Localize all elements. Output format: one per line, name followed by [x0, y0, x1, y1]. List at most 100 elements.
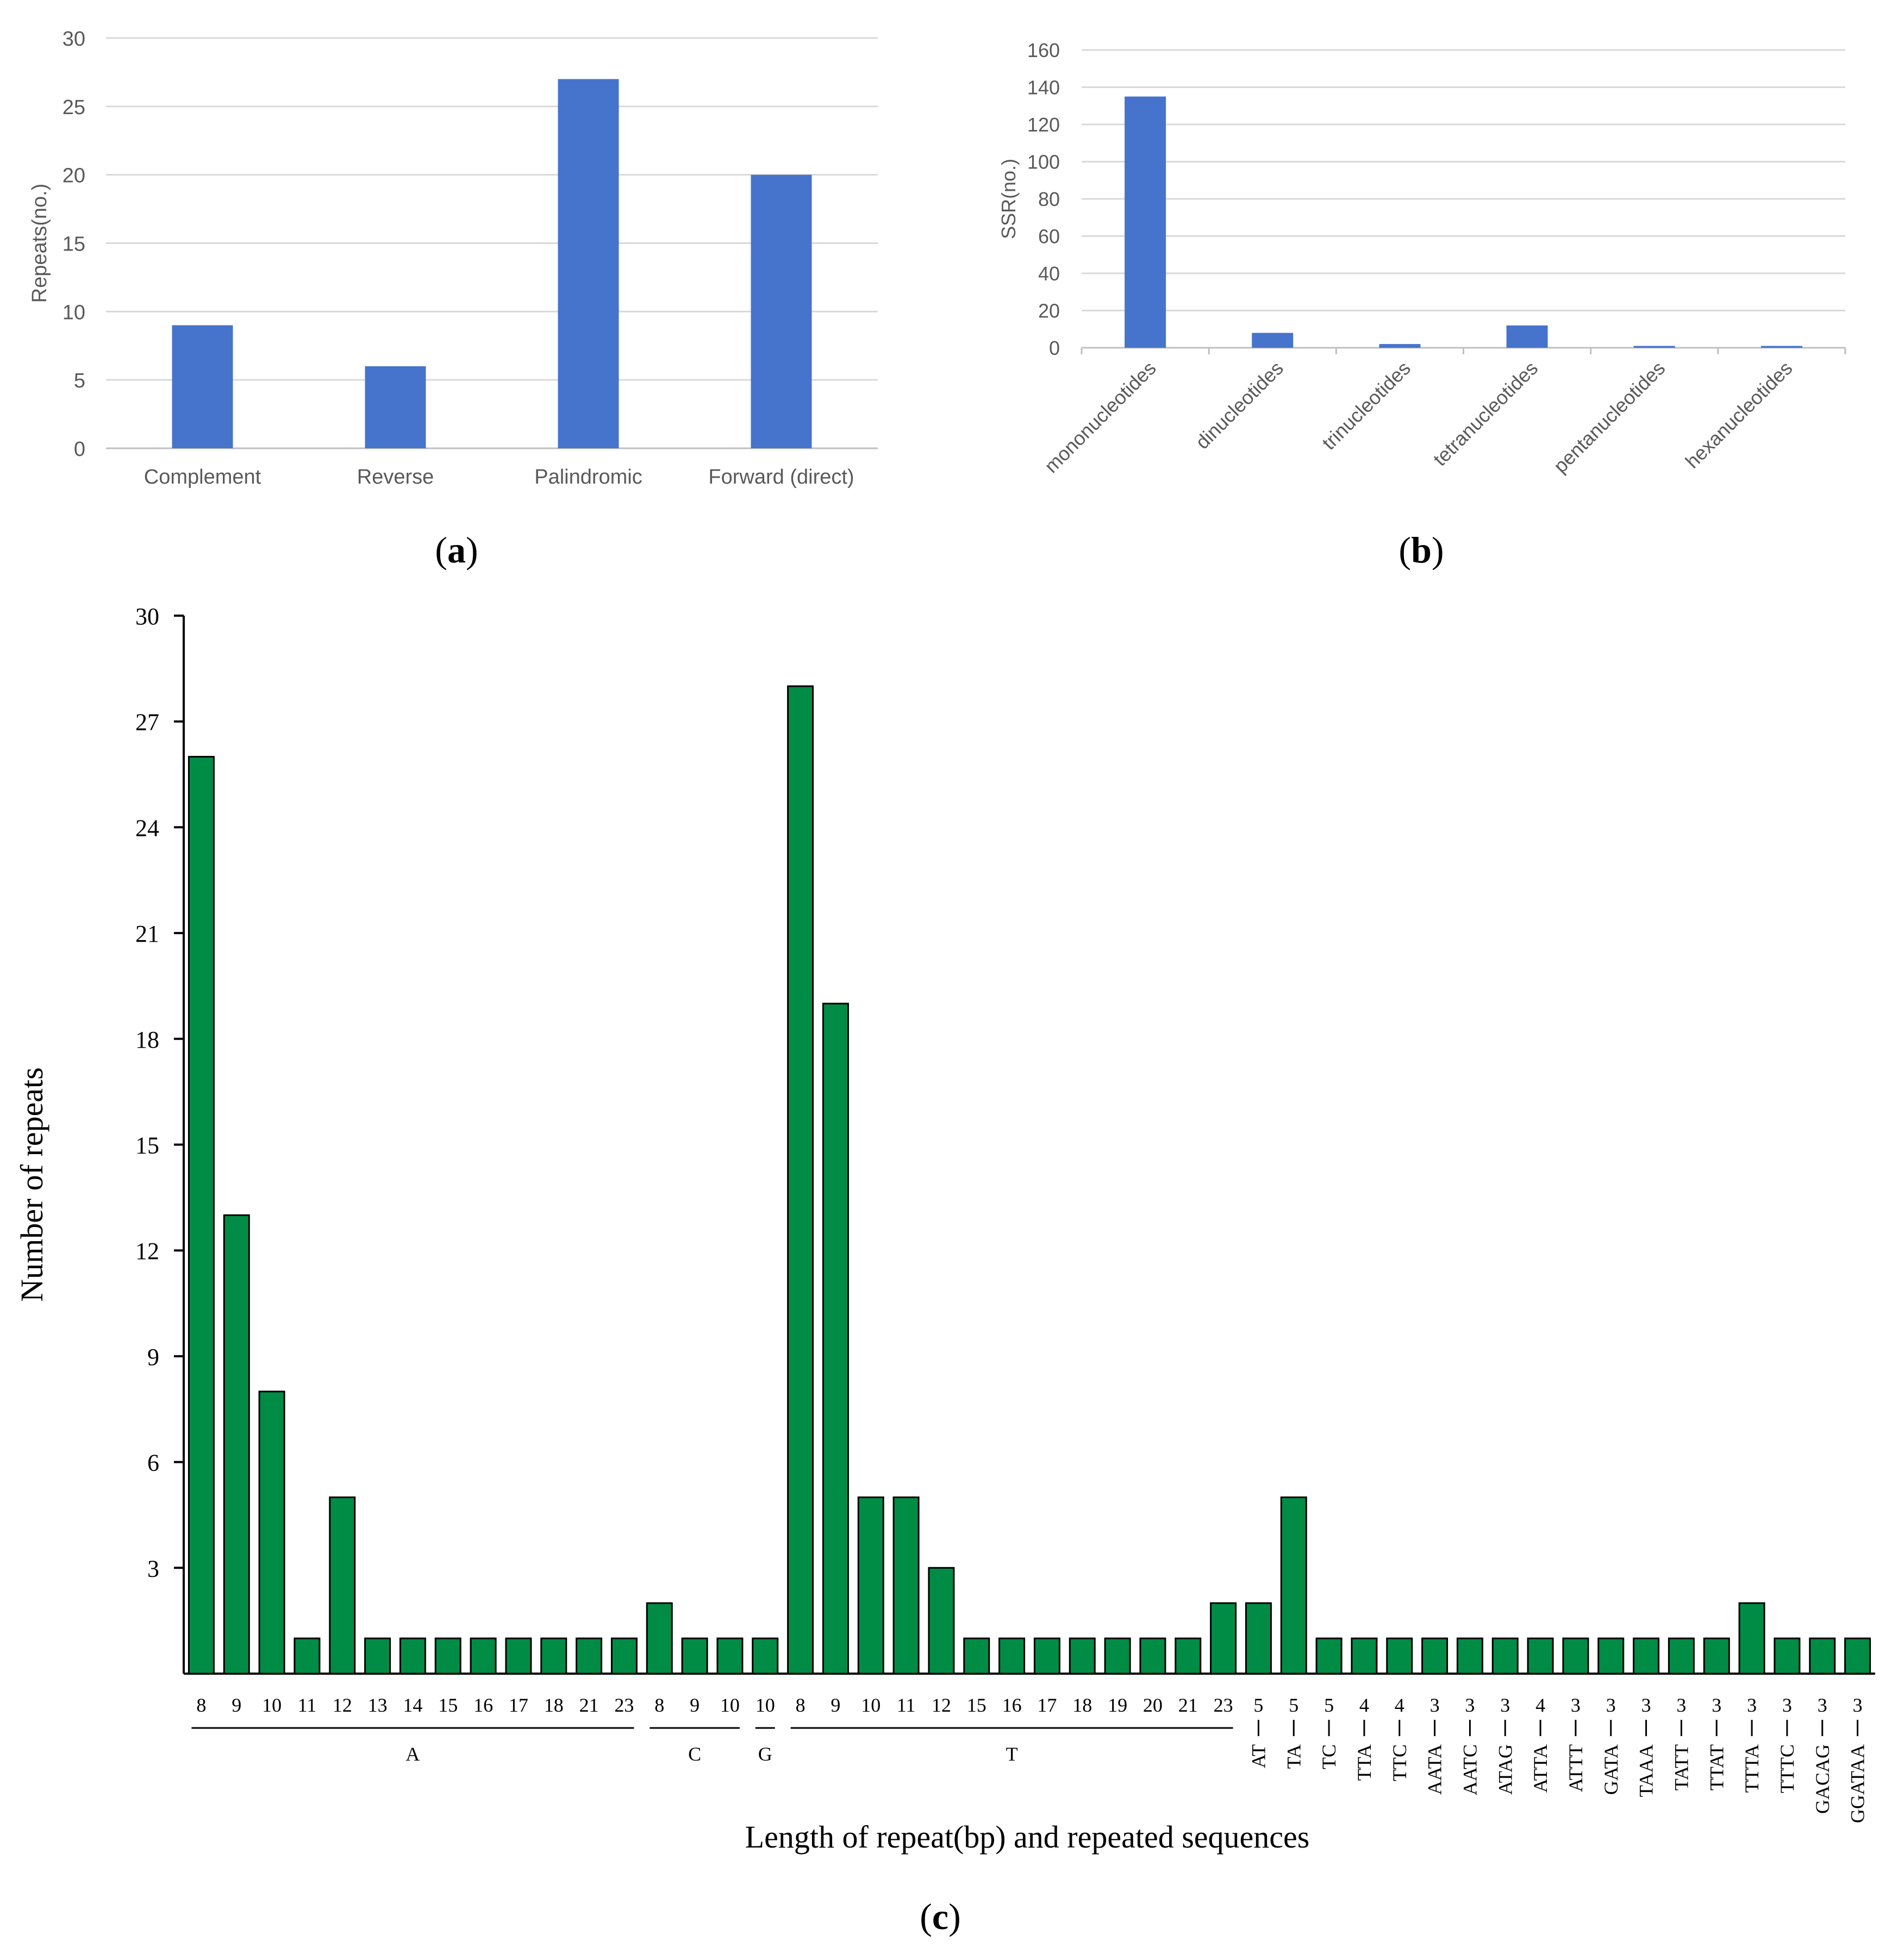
y-tick-label-c: 27: [135, 709, 159, 736]
bar-c: [787, 685, 814, 1675]
x-tick-label-c: 3: [1712, 1694, 1721, 1716]
bar-c: [928, 1567, 955, 1675]
motif-label-c: ATAG: [1494, 1744, 1516, 1795]
x-tick-label-b: mononucleotides: [1040, 357, 1160, 477]
bar-c: [716, 1637, 744, 1675]
x-tick-label-c: 23: [1214, 1694, 1233, 1716]
x-tick-label-c: 18: [1072, 1694, 1092, 1716]
bar-c: [223, 1214, 250, 1675]
y-axis-label-b: SSR(no.): [997, 159, 1020, 239]
bar-c: [329, 1496, 356, 1675]
x-tick-label-c: 3: [1500, 1694, 1510, 1716]
motif-label-c: ATTA: [1529, 1744, 1551, 1793]
y-tick-label-c: 12: [135, 1238, 159, 1264]
x-tick-label-c: 17: [509, 1694, 528, 1716]
motif-label-c: TAAA: [1635, 1744, 1657, 1797]
y-tick-label-b: 0: [1049, 337, 1060, 359]
bar-c: [1774, 1637, 1801, 1675]
panel-label-a: (a): [435, 529, 478, 571]
chart-b: 0 20 40 60 80 100 120 140 160 mononucleotides dinu…: [997, 39, 1846, 477]
x-tick-label-c: 21: [579, 1694, 599, 1716]
bar-c: [1104, 1637, 1131, 1675]
panel-label-c: (c): [920, 1896, 961, 1937]
x-tick-label-c: 10: [861, 1694, 881, 1716]
motif-label-c: ATTT: [1565, 1744, 1587, 1792]
bar-c: [1280, 1496, 1307, 1675]
x-tick-label-c: 3: [1782, 1694, 1792, 1716]
x-tick-label-c: 12: [333, 1694, 352, 1716]
bar-b: [1633, 346, 1675, 348]
x-tick-label-b: dinucleotides: [1191, 357, 1288, 454]
x-tick-label-a: Palindromic: [534, 466, 642, 489]
x-tick-label-b: pentanucleotides: [1549, 357, 1669, 477]
bar-c: [1386, 1637, 1413, 1675]
bar-c: [963, 1637, 990, 1675]
x-tick-label-c: 18: [544, 1694, 564, 1716]
x-tick-label-c: 15: [967, 1694, 987, 1716]
y-axis-label-a: Repeats(no.): [28, 184, 51, 303]
motif-label-c: TTTA: [1741, 1744, 1763, 1793]
x-tick-label-c: 19: [1108, 1694, 1127, 1716]
bar-c: [1245, 1602, 1272, 1675]
x-axis-label-c: Length of repeat(bp) and repeated sequen…: [745, 1819, 1310, 1855]
x-tick-label-c: 4: [1359, 1694, 1369, 1716]
bar-c: [1315, 1637, 1343, 1675]
x-tick-label-c: 3: [1430, 1694, 1440, 1716]
bar-c: [681, 1637, 708, 1675]
bar-c: [1844, 1637, 1871, 1675]
bar-c: [364, 1637, 391, 1675]
bar-a: [365, 366, 426, 448]
x-tick-label-b: tetranucleotides: [1429, 357, 1543, 471]
x-tick-label-c: 8: [654, 1694, 664, 1716]
group-label-c: A: [405, 1743, 420, 1765]
y-tick-label-b: 100: [1027, 151, 1060, 173]
x-tick-label-c: 9: [690, 1694, 700, 1716]
bar-c: [857, 1496, 884, 1675]
motif-label-c: AT: [1247, 1744, 1269, 1768]
bar-c: [892, 1496, 920, 1675]
bar-c: [998, 1637, 1026, 1675]
panel-label-b: (b): [1398, 529, 1444, 571]
x-tick-label-c: 10: [756, 1694, 775, 1716]
x-tick-label-c: 3: [1853, 1694, 1863, 1716]
x-tick-label-c: 3: [1676, 1694, 1686, 1716]
bar-c: [470, 1637, 497, 1675]
x-tick-label-c: 8: [196, 1694, 206, 1716]
bar-c: [1456, 1637, 1483, 1675]
x-tick-label-c: 17: [1037, 1694, 1057, 1716]
x-tick-label-c: 3: [1747, 1694, 1757, 1716]
bar-c: [1421, 1637, 1449, 1675]
bar-c: [540, 1637, 567, 1675]
motif-label-c: TC: [1318, 1744, 1340, 1769]
x-tick-label-a: Complement: [144, 466, 261, 489]
y-tick-label-c: 9: [147, 1344, 159, 1370]
y-tick-label-c: 18: [135, 1026, 159, 1053]
x-tick-label-c: 12: [932, 1694, 951, 1716]
y-tick-label-c: 21: [135, 920, 159, 947]
motif-label-c: TTA: [1353, 1744, 1375, 1781]
x-tick-label-c: 11: [897, 1694, 916, 1716]
x-tick-label-c: 13: [368, 1694, 388, 1716]
motif-label-c: GGATAA: [1847, 1744, 1869, 1823]
group-label-c: T: [1006, 1743, 1018, 1765]
x-tick-label-c: 3: [1571, 1694, 1581, 1716]
y-tick-label-b: 40: [1038, 262, 1060, 285]
bar-c: [505, 1637, 532, 1675]
group-label-c: G: [758, 1743, 772, 1765]
bar-c: [1210, 1602, 1237, 1675]
bar-b: [1760, 346, 1802, 348]
motif-label-c: TTTC: [1776, 1744, 1798, 1793]
x-tick-label-b: trinucleotides: [1318, 357, 1415, 454]
x-tick-label-b: hexanucleotides: [1681, 357, 1797, 473]
x-tick-label-c: 9: [831, 1694, 840, 1716]
bar-c: [1351, 1637, 1378, 1675]
y-tick-label-b: 20: [1038, 300, 1060, 322]
bar-a: [172, 325, 233, 448]
bar-c: [1033, 1637, 1060, 1675]
bar-a: [751, 174, 812, 448]
bar-c: [822, 1003, 849, 1675]
x-tick-label-c: 10: [262, 1694, 282, 1716]
bar-c: [1491, 1637, 1519, 1675]
bar-b: [1506, 325, 1548, 348]
x-tick-label-c: 4: [1535, 1694, 1545, 1716]
